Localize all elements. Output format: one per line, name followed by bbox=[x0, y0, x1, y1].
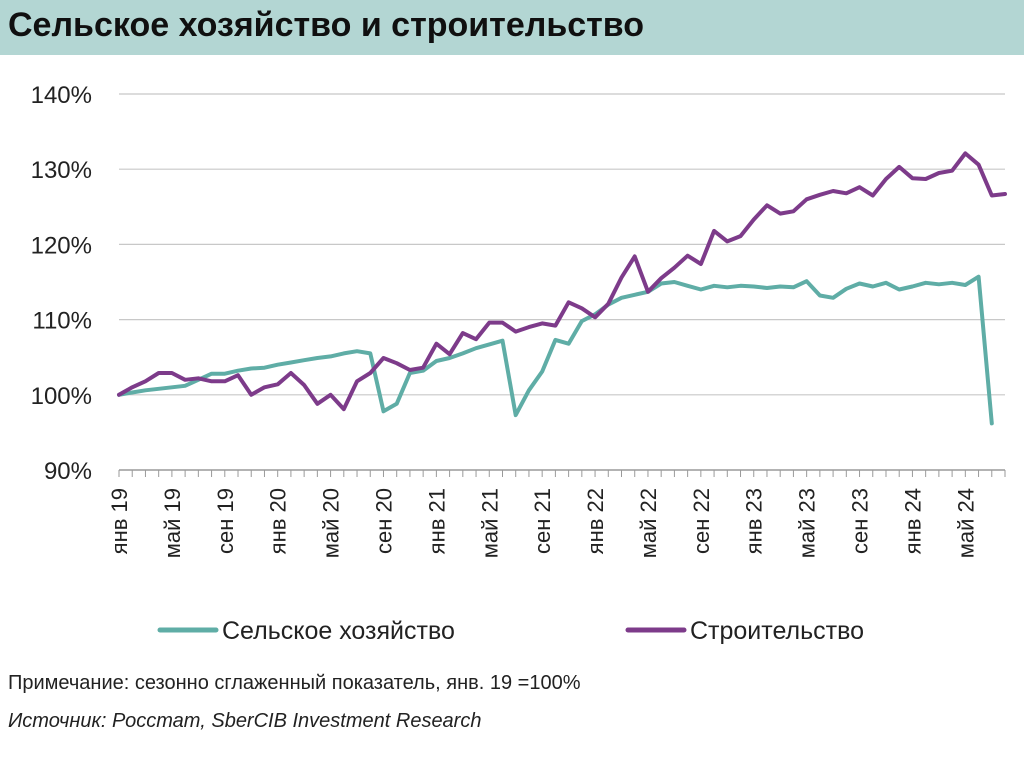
title-bar: Сельское хозяйство и строительство bbox=[0, 0, 1024, 55]
y-tick-label: 120% bbox=[31, 232, 92, 259]
x-tick-label: янв 23 bbox=[742, 488, 767, 554]
x-tick-label: янв 20 bbox=[266, 488, 291, 554]
legend: Сельское хозяйство Строительство bbox=[157, 617, 864, 645]
x-tick-label: янв 22 bbox=[583, 488, 608, 554]
line-chart: 90% 100% 110% 120% 130% 140% янв 19 май 19 сен … bbox=[31, 82, 1007, 645]
legend-label-construction: Строительство bbox=[690, 617, 864, 645]
chart-note: Примечание: сезонно сглаженный показател… bbox=[8, 672, 581, 694]
y-tick-label: 110% bbox=[32, 308, 92, 335]
series-lines bbox=[117, 151, 1007, 426]
y-tick-label: 90% bbox=[44, 458, 92, 485]
chart-source: Источник: Росстат, SberCIB Investment Re… bbox=[8, 710, 482, 732]
series-line-agriculture bbox=[117, 274, 994, 426]
y-axis-ticks: 90% 100% 110% 120% 130% 140% bbox=[31, 82, 92, 485]
x-tick-label: янв 19 bbox=[107, 488, 132, 554]
x-tick-label: сен 19 bbox=[213, 488, 238, 554]
x-tick-label: май 19 bbox=[160, 488, 185, 558]
x-tick-label: сен 22 bbox=[689, 488, 714, 554]
x-tick-label: май 22 bbox=[636, 488, 661, 558]
x-tick-label: май 20 bbox=[319, 488, 344, 558]
chart-title: Сельское хозяйство и строительство bbox=[8, 6, 645, 44]
x-tick-label: май 23 bbox=[795, 488, 820, 558]
x-tick-label: янв 24 bbox=[900, 488, 925, 554]
x-tick-label: сен 21 bbox=[530, 488, 555, 554]
x-axis: янв 19 май 19 сен 19 янв 20 май 20 сен 20 янв … bbox=[107, 469, 1006, 558]
legend-label-agriculture: Сельское хозяйство bbox=[222, 617, 455, 645]
grid-lines bbox=[119, 93, 1005, 396]
y-tick-label: 140% bbox=[31, 82, 92, 109]
series-line-construction bbox=[117, 151, 1007, 412]
y-tick-label: 100% bbox=[31, 383, 92, 410]
y-tick-label: 130% bbox=[31, 157, 92, 184]
x-tick-label: сен 20 bbox=[371, 488, 396, 554]
x-tick-label: сен 23 bbox=[848, 488, 873, 554]
x-tick-label: янв 21 bbox=[424, 488, 449, 554]
x-tick-label: май 24 bbox=[953, 488, 978, 558]
x-tick-label: май 21 bbox=[477, 488, 502, 558]
